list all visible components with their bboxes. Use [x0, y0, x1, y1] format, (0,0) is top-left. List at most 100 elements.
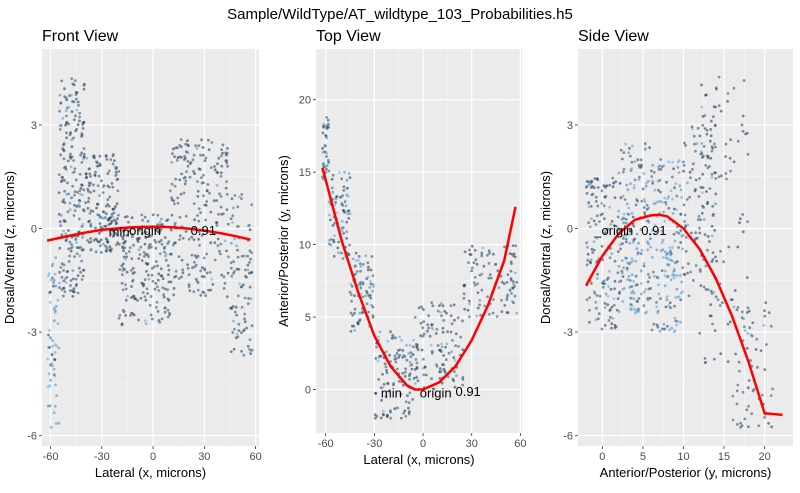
- scatter-point: [250, 348, 254, 352]
- scatter-point: [79, 186, 83, 190]
- scatter-point: [660, 269, 664, 272]
- scatter-point: [170, 182, 174, 186]
- scatter-point: [163, 306, 167, 310]
- scatter-point: [359, 283, 363, 287]
- scatter-point: [624, 217, 628, 221]
- scatter-point: [50, 353, 54, 356]
- scatter-point: [738, 369, 741, 373]
- scatter-point: [346, 212, 349, 216]
- scatter-point: [585, 192, 589, 195]
- scatter-point: [496, 269, 500, 273]
- scatter-point: [422, 332, 426, 336]
- scatter-point: [697, 214, 701, 218]
- scatter-point: [677, 246, 680, 249]
- scatter-point: [359, 265, 363, 268]
- scatter-point: [420, 348, 424, 352]
- scatter-point: [171, 152, 174, 156]
- scatter-point: [82, 153, 86, 156]
- scatter-point: [328, 213, 331, 217]
- scatter-point: [726, 322, 730, 326]
- scatter-point: [340, 219, 344, 223]
- scatter-point: [62, 143, 65, 147]
- scatter-point: [66, 181, 69, 185]
- scatter-point: [663, 196, 666, 200]
- scatter-point: [377, 355, 381, 359]
- scatter-point: [246, 268, 250, 272]
- scatter-point: [335, 211, 339, 215]
- scatter-point: [404, 414, 408, 418]
- scatter-point: [666, 197, 670, 201]
- scatter-point: [515, 311, 518, 315]
- scatter-point: [677, 171, 681, 174]
- scatter-point: [366, 268, 370, 272]
- scatter-point: [192, 238, 196, 242]
- scatter-point: [451, 377, 455, 381]
- scatter-point: [248, 348, 252, 351]
- scatter-point: [63, 277, 67, 281]
- scatter-point: [673, 261, 677, 265]
- scatter-point: [587, 180, 590, 184]
- scatter-point: [212, 199, 216, 203]
- scatter-point: [138, 253, 142, 256]
- scatter-point: [202, 173, 205, 177]
- scatter-point: [672, 276, 676, 280]
- scatter-point: [619, 148, 623, 152]
- scatter-point: [642, 264, 646, 268]
- y-tick-label: 10: [299, 240, 311, 252]
- scatter-point: [733, 289, 737, 292]
- scatter-point: [747, 404, 750, 408]
- scatter-point: [215, 224, 219, 227]
- scatter-point: [63, 189, 66, 193]
- scatter-point: [640, 252, 644, 256]
- scatter-point: [473, 283, 477, 287]
- scatter-point: [62, 294, 65, 298]
- scatter-point: [108, 216, 111, 220]
- scatter-point: [143, 215, 147, 219]
- scatter-point: [129, 269, 133, 272]
- scatter-point: [361, 263, 365, 266]
- scatter-point: [99, 251, 103, 254]
- scatter-point: [371, 314, 375, 317]
- scatter-point: [589, 261, 592, 265]
- scatter-point: [625, 266, 629, 270]
- scatter-point: [68, 254, 71, 258]
- scatter-point: [441, 304, 445, 308]
- scatter-point: [381, 413, 385, 416]
- scatter-point: [227, 255, 230, 259]
- scatter-point: [669, 189, 673, 193]
- scatter-point: [603, 306, 607, 309]
- scatter-point: [179, 138, 183, 141]
- scatter-point: [65, 98, 69, 102]
- scatter-point: [144, 298, 148, 302]
- scatter-point: [102, 184, 106, 188]
- scatter-point: [77, 266, 81, 270]
- scatter-point: [638, 175, 641, 179]
- scatter-point: [104, 212, 108, 216]
- scatter-point: [377, 335, 380, 339]
- scatter-point: [222, 275, 226, 279]
- scatter-point: [166, 288, 170, 292]
- scatter-point: [668, 246, 672, 249]
- scatter-point: [197, 219, 201, 223]
- scatter-point: [205, 200, 209, 203]
- scatter-point: [663, 273, 667, 277]
- scatter-point: [186, 164, 190, 168]
- scatter-point: [213, 241, 217, 245]
- scatter-point: [147, 273, 150, 277]
- scatter-point: [246, 263, 250, 267]
- scatter-point: [658, 199, 662, 203]
- scatter-point: [111, 229, 115, 233]
- scatter-point: [631, 289, 635, 293]
- scatter-point: [650, 175, 654, 178]
- scatter-point: [157, 289, 161, 292]
- scatter-point: [669, 258, 672, 262]
- scatter-point: [176, 196, 180, 200]
- scatter-point: [619, 196, 623, 200]
- scatter-point: [468, 302, 471, 306]
- scatter-point: [708, 165, 711, 168]
- scatter-point: [612, 303, 616, 307]
- scatter-point: [745, 408, 749, 412]
- scatter-point: [353, 329, 357, 332]
- scatter-point: [426, 329, 429, 333]
